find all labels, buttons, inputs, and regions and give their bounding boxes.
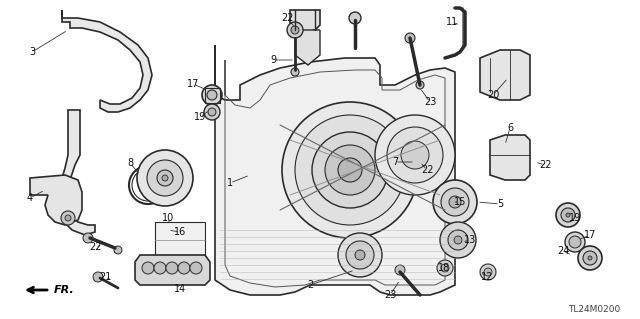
Circle shape bbox=[556, 203, 580, 227]
Circle shape bbox=[433, 180, 477, 224]
Text: 1: 1 bbox=[227, 178, 233, 188]
Text: 23: 23 bbox=[424, 97, 436, 107]
Circle shape bbox=[588, 256, 592, 260]
Text: 19: 19 bbox=[569, 213, 581, 223]
Text: 12: 12 bbox=[481, 272, 493, 282]
Circle shape bbox=[441, 264, 449, 272]
Circle shape bbox=[405, 33, 415, 43]
Circle shape bbox=[561, 208, 575, 222]
Polygon shape bbox=[135, 255, 210, 285]
Text: 5: 5 bbox=[497, 199, 503, 209]
Circle shape bbox=[291, 68, 299, 76]
Circle shape bbox=[565, 232, 585, 252]
Circle shape bbox=[207, 90, 217, 100]
Circle shape bbox=[142, 262, 154, 274]
Circle shape bbox=[387, 127, 443, 183]
Circle shape bbox=[202, 85, 222, 105]
Circle shape bbox=[338, 158, 362, 182]
Text: 22: 22 bbox=[420, 165, 433, 175]
Text: 13: 13 bbox=[464, 235, 476, 245]
Circle shape bbox=[440, 222, 476, 258]
Text: 8: 8 bbox=[127, 158, 133, 168]
Circle shape bbox=[291, 26, 299, 34]
Text: 4: 4 bbox=[27, 193, 33, 203]
Circle shape bbox=[287, 22, 303, 38]
Polygon shape bbox=[215, 45, 455, 295]
Text: 24: 24 bbox=[557, 246, 569, 256]
Polygon shape bbox=[490, 135, 530, 180]
Text: 10: 10 bbox=[162, 213, 174, 223]
Circle shape bbox=[65, 215, 71, 221]
Circle shape bbox=[346, 241, 374, 269]
Circle shape bbox=[325, 145, 375, 195]
Bar bbox=[155, 222, 205, 257]
Circle shape bbox=[437, 260, 453, 276]
Text: 11: 11 bbox=[446, 17, 458, 27]
Circle shape bbox=[338, 233, 382, 277]
Text: 19: 19 bbox=[194, 112, 206, 122]
Circle shape bbox=[157, 170, 173, 186]
Text: 16: 16 bbox=[174, 227, 186, 237]
Circle shape bbox=[93, 272, 103, 282]
Circle shape bbox=[448, 230, 468, 250]
Circle shape bbox=[282, 102, 418, 238]
Circle shape bbox=[416, 81, 424, 89]
Text: 15: 15 bbox=[454, 197, 466, 207]
Circle shape bbox=[566, 213, 570, 217]
Text: 6: 6 bbox=[507, 123, 513, 133]
Circle shape bbox=[349, 12, 361, 24]
Text: 18: 18 bbox=[438, 263, 450, 273]
Circle shape bbox=[569, 236, 581, 248]
Text: 20: 20 bbox=[487, 90, 499, 100]
Circle shape bbox=[137, 150, 193, 206]
Text: 3: 3 bbox=[29, 47, 35, 57]
Text: 17: 17 bbox=[584, 230, 596, 240]
Circle shape bbox=[204, 104, 220, 120]
Circle shape bbox=[162, 175, 168, 181]
Text: 23: 23 bbox=[384, 290, 396, 300]
Circle shape bbox=[395, 265, 405, 275]
Circle shape bbox=[441, 188, 469, 216]
Circle shape bbox=[480, 264, 496, 280]
Circle shape bbox=[154, 262, 166, 274]
Polygon shape bbox=[295, 30, 320, 65]
Polygon shape bbox=[58, 110, 95, 235]
Circle shape bbox=[355, 250, 365, 260]
Circle shape bbox=[295, 115, 405, 225]
Text: 7: 7 bbox=[392, 157, 398, 167]
Text: TL24M0200: TL24M0200 bbox=[568, 306, 620, 315]
Circle shape bbox=[114, 246, 122, 254]
Text: 2: 2 bbox=[307, 280, 313, 290]
Text: 22: 22 bbox=[282, 13, 294, 23]
Polygon shape bbox=[290, 10, 320, 32]
Circle shape bbox=[454, 236, 462, 244]
Circle shape bbox=[484, 268, 492, 276]
Polygon shape bbox=[480, 50, 530, 100]
Circle shape bbox=[449, 196, 461, 208]
Text: 14: 14 bbox=[174, 284, 186, 294]
Circle shape bbox=[375, 115, 455, 195]
Circle shape bbox=[190, 262, 202, 274]
Text: 21: 21 bbox=[99, 272, 111, 282]
Text: 17: 17 bbox=[187, 79, 199, 89]
Polygon shape bbox=[62, 10, 152, 112]
Text: 9: 9 bbox=[270, 55, 276, 65]
Circle shape bbox=[83, 233, 93, 243]
Circle shape bbox=[312, 132, 388, 208]
Text: 22: 22 bbox=[89, 242, 101, 252]
Circle shape bbox=[583, 251, 597, 265]
Text: FR.: FR. bbox=[54, 285, 75, 295]
Circle shape bbox=[578, 246, 602, 270]
Polygon shape bbox=[30, 175, 82, 225]
Circle shape bbox=[178, 262, 190, 274]
Circle shape bbox=[401, 141, 429, 169]
Circle shape bbox=[61, 211, 75, 225]
Circle shape bbox=[166, 262, 178, 274]
Circle shape bbox=[147, 160, 183, 196]
Text: 22: 22 bbox=[539, 160, 551, 170]
Circle shape bbox=[208, 108, 216, 116]
